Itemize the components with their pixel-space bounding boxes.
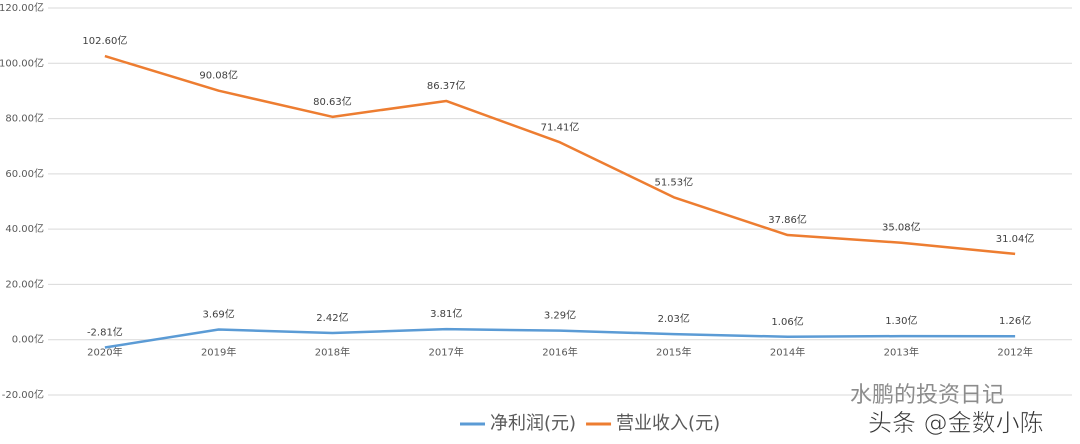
- data-label: 51.53亿: [654, 175, 693, 188]
- data-label: -2.81亿: [87, 325, 123, 338]
- data-label: 3.29亿: [544, 309, 576, 322]
- x-tick-label: 2016年: [542, 346, 577, 359]
- legend-label: 营业收入(元): [616, 413, 720, 434]
- data-label: 71.41亿: [541, 120, 580, 133]
- data-label: 35.08亿: [882, 221, 921, 234]
- watermark: 头条 @金数小陈: [868, 409, 1044, 437]
- x-tick-label: 2014年: [770, 346, 805, 359]
- y-tick-label: -20.00亿: [2, 388, 44, 401]
- data-label: 86.37亿: [427, 79, 466, 92]
- y-tick-label: 60.00亿: [5, 167, 44, 180]
- data-label: 1.26亿: [999, 314, 1031, 327]
- series-line: [104, 54, 1016, 256]
- data-label: 3.69亿: [203, 308, 235, 321]
- y-tick-label: 80.00亿: [5, 112, 44, 125]
- y-tick-label: 100.00亿: [0, 56, 44, 69]
- x-tick-label: 2012年: [997, 346, 1032, 359]
- watermark: 水鹏的投资日记: [850, 383, 1004, 408]
- y-tick-label: 0.00亿: [12, 333, 44, 346]
- data-label: 102.60亿: [82, 34, 127, 47]
- data-label: 2.42亿: [316, 311, 348, 324]
- x-tick-label: 2020年: [87, 346, 122, 359]
- data-label: 80.63亿: [313, 95, 352, 108]
- data-label: 1.30亿: [885, 314, 917, 327]
- x-tick-label: 2017年: [428, 346, 463, 359]
- data-label: 1.06亿: [771, 315, 803, 328]
- x-tick-label: 2019年: [201, 346, 236, 359]
- data-label: 31.04亿: [996, 232, 1035, 245]
- y-tick-label: 20.00亿: [5, 277, 44, 290]
- x-tick-label: 2018年: [315, 346, 350, 359]
- series-line: [104, 327, 1016, 349]
- y-tick-label: 40.00亿: [5, 222, 44, 235]
- data-label: 37.86亿: [768, 213, 807, 226]
- data-label: 2.03亿: [658, 312, 690, 325]
- data-label: 3.81亿: [430, 307, 462, 320]
- legend-label: 净利润(元): [490, 413, 576, 434]
- x-tick-label: 2015年: [656, 346, 691, 359]
- data-label: 90.08亿: [199, 69, 238, 82]
- y-tick-label: 120.00亿: [0, 1, 44, 14]
- x-tick-label: 2013年: [884, 346, 919, 359]
